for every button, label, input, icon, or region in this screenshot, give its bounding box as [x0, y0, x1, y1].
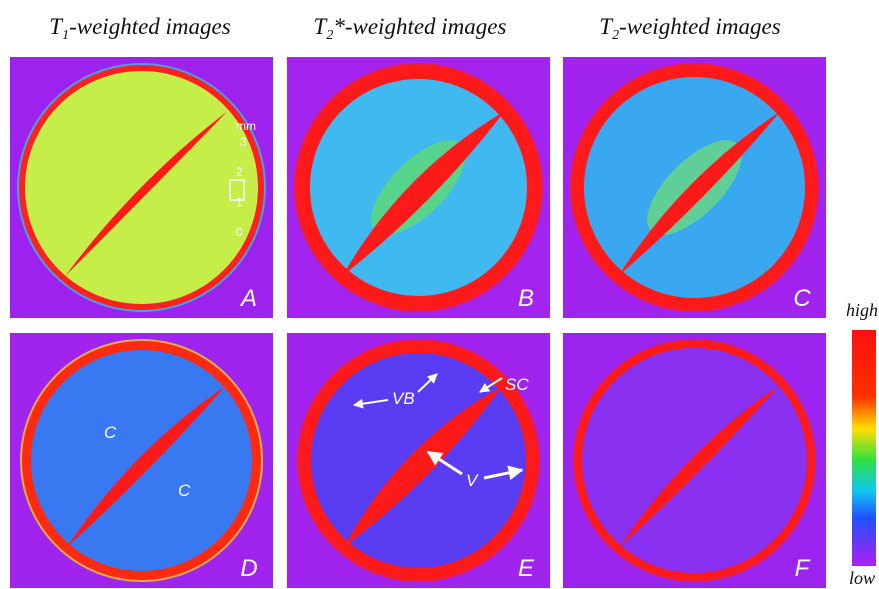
- annotation: VB: [392, 389, 415, 408]
- header-subscript: 2: [326, 28, 333, 43]
- colorbar-high: high: [846, 300, 878, 320]
- annotation: SC: [505, 375, 529, 394]
- scale-mark: 0: [236, 225, 243, 239]
- scale-mark: 3: [240, 135, 247, 149]
- annotation: C: [178, 481, 191, 500]
- figure: T1-weighted images T2*-weighted images T2-…: [0, 0, 879, 589]
- column-header: T1-weighted images: [49, 14, 230, 43]
- panel-letter: C: [793, 285, 811, 312]
- header-rest: -weighted images: [69, 14, 231, 39]
- scale-mark: 1: [236, 195, 243, 209]
- header-rest: -weighted images: [619, 14, 781, 39]
- annotation: V: [466, 471, 479, 490]
- panel-letter: D: [240, 555, 257, 582]
- panel-letter: B: [518, 285, 534, 312]
- panel-letter: F: [795, 555, 811, 582]
- panel-letter: A: [239, 285, 257, 312]
- annotation: C: [104, 423, 117, 442]
- header-rest: *-weighted images: [333, 14, 506, 39]
- header-subscript: 1: [62, 28, 69, 43]
- colorbar-low: low: [849, 568, 875, 588]
- header-subscript: 2: [612, 28, 619, 43]
- scale-mark: 2: [236, 165, 243, 179]
- colorbar: [852, 330, 876, 566]
- scale-unit: mm: [236, 119, 256, 133]
- panel-letter: E: [518, 555, 535, 582]
- column-header: T2-weighted images: [599, 14, 780, 43]
- column-header: T2*-weighted images: [314, 14, 507, 43]
